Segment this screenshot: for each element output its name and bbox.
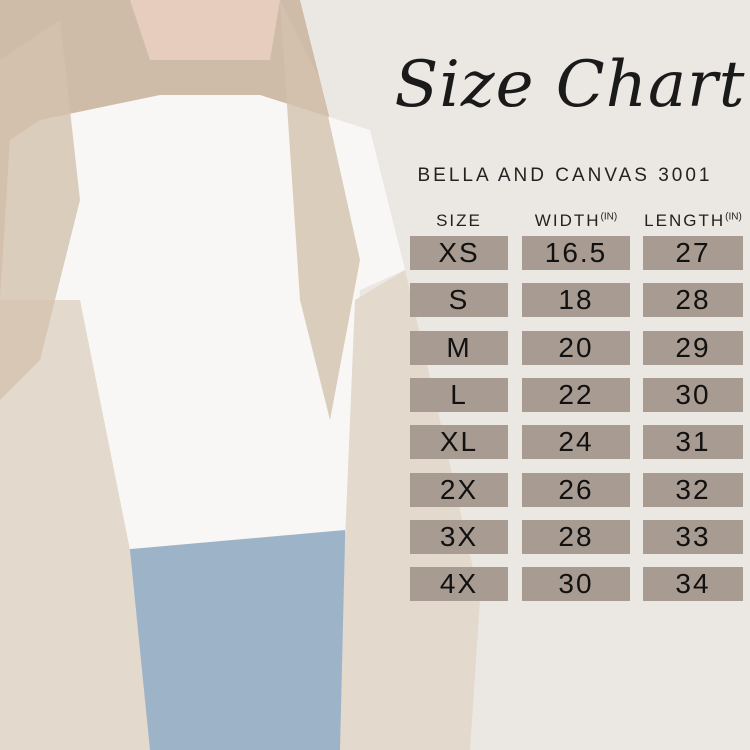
size-cell: L — [410, 377, 508, 412]
header-unit: (IN) — [600, 211, 618, 223]
width-cell: 26 — [522, 472, 630, 507]
length-cell: 33 — [643, 519, 743, 554]
width-cell: 20 — [522, 330, 630, 365]
length-cell: 28 — [643, 283, 743, 318]
header-size: SIZE — [410, 211, 508, 231]
size-cell: S — [410, 283, 508, 318]
chart-subtitle: BELLA AND CANVAS 3001 — [417, 165, 713, 186]
width-cell: 22 — [522, 377, 630, 412]
size-cell: XL — [410, 425, 508, 460]
size-cell: 4X — [410, 567, 508, 602]
length-cell: 30 — [643, 377, 743, 412]
size-cell: M — [410, 330, 508, 365]
width-cell: 28 — [522, 519, 630, 554]
width-cell: 16.5 — [522, 236, 630, 270]
size-cell: XS — [410, 236, 508, 270]
header-label: WIDTH — [534, 211, 601, 230]
length-cell: 29 — [643, 330, 743, 365]
width-cell: 18 — [522, 283, 630, 318]
length-cell: 32 — [643, 472, 743, 507]
header-unit: (IN) — [725, 211, 742, 223]
chart-title: Size Chart — [394, 48, 746, 122]
width-cell: 30 — [522, 567, 630, 602]
header-length: LENGTH(IN) — [643, 211, 743, 231]
length-cell: 31 — [643, 425, 743, 460]
header-width: WIDTH(IN) — [522, 211, 630, 231]
size-cell: 3X — [410, 519, 508, 554]
length-cell: 34 — [643, 567, 743, 602]
width-cell: 24 — [522, 425, 630, 460]
header-label: SIZE — [436, 211, 482, 230]
length-cell: 27 — [643, 236, 743, 270]
header-label: LENGTH — [644, 211, 726, 230]
size-cell: 2X — [410, 472, 508, 507]
